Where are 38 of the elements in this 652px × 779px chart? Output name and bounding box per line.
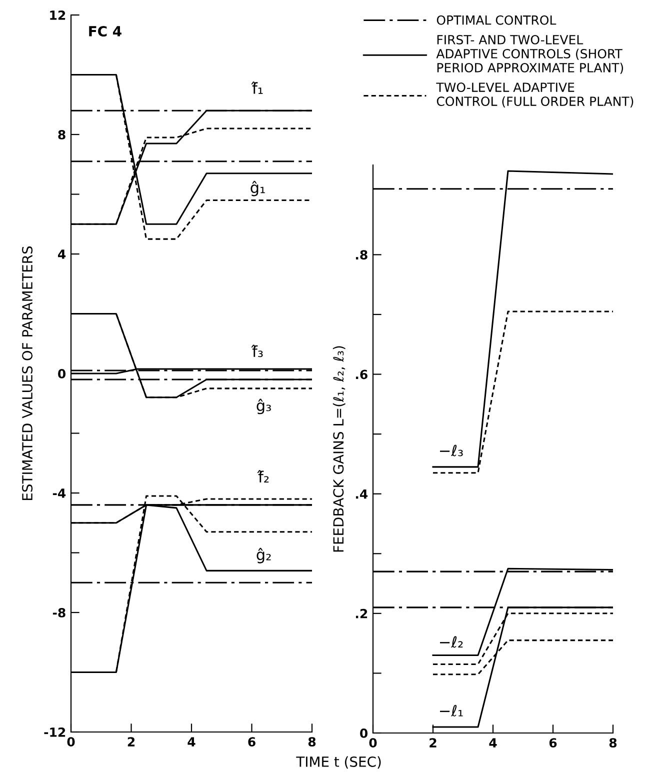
y-tick-label: -12 <box>44 727 66 737</box>
y-axis-title: ESTIMATED VALUES OF PARAMETERS <box>22 246 33 500</box>
y-tick-label: 8 <box>58 130 66 140</box>
annotation: ĝ₂ <box>256 548 271 564</box>
annotation: f̂₁ <box>251 82 263 94</box>
annotation: FC 4 <box>89 26 122 37</box>
x-tick-label: 6 <box>549 738 557 748</box>
y-tick-label: .2 <box>356 608 368 618</box>
y-tick-label: 0 <box>360 728 368 738</box>
annotation: −ℓ₃ <box>440 444 463 456</box>
annotation: −ℓ₁ <box>440 704 463 716</box>
y-tick-label: 0 <box>58 368 66 378</box>
legend-label: FIRST- AND TWO-LEVEL ADAPTIVE CONTROLS (SHORT PERIOD APPROXIMATE PLANT) <box>436 34 624 74</box>
y-tick-label: .4 <box>356 489 368 499</box>
y-tick-label: -8 <box>52 608 66 618</box>
y-tick-label: .8 <box>356 250 368 260</box>
x-tick-label: 8 <box>308 737 316 747</box>
y-tick-label: .6 <box>356 370 368 380</box>
x-tick-label: 2 <box>430 738 436 748</box>
annotation: ĝ₃ <box>256 398 271 414</box>
y-axis-title: FEEDBACK GAINS L=(ℓ₁, ℓ₂, ℓ₃) <box>332 346 346 552</box>
annotation: f̂₃ <box>251 344 263 358</box>
legend-label: OPTIMAL CONTROL <box>436 15 556 25</box>
y-tick-label: -4 <box>52 488 66 498</box>
x-tick-label: 4 <box>188 737 196 746</box>
annotation: ĝ₁ <box>250 180 265 196</box>
y-tick-label: 12 <box>50 10 66 20</box>
x-tick-label: 2 <box>128 737 135 746</box>
x-axis-title: TIME t (SEC) <box>296 756 381 769</box>
x-tick-label: 6 <box>248 737 256 747</box>
annotation: −ℓ₂ <box>440 636 463 648</box>
legend-label: TWO-LEVEL ADAPTIVE CONTROL (FULL ORDER PLANT) <box>436 82 634 108</box>
y-tick-label: 4 <box>58 250 66 259</box>
x-tick-label: 8 <box>609 738 617 748</box>
annotation: f̂₂ <box>257 470 269 482</box>
x-tick-label: 0 <box>369 738 377 748</box>
x-tick-label: 0 <box>67 737 75 747</box>
x-tick-label: 4 <box>489 738 497 748</box>
